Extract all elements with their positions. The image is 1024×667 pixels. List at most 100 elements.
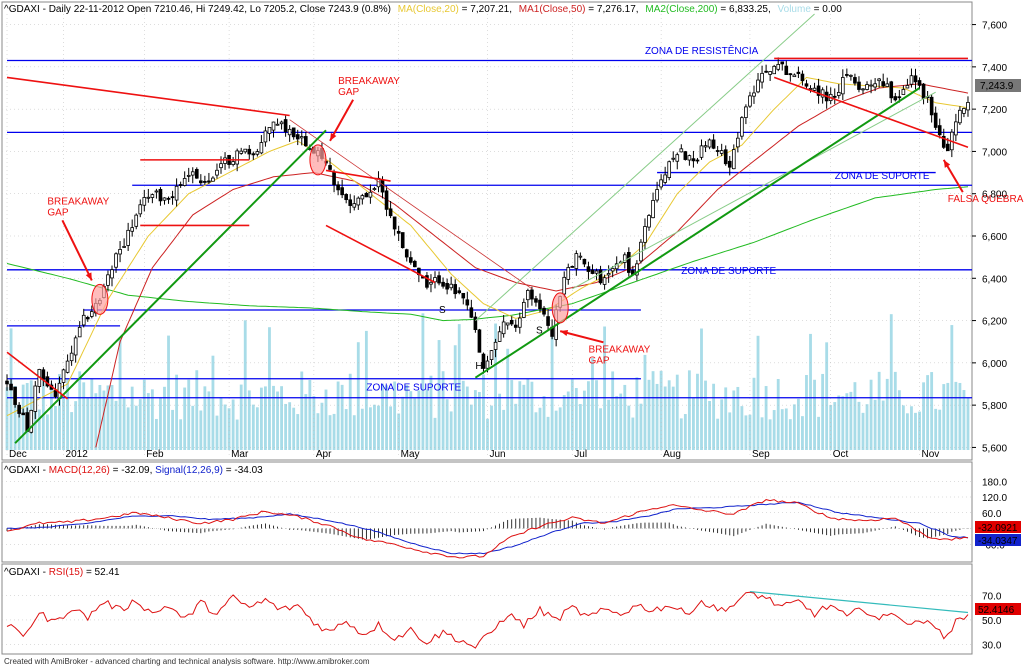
x-tick-label: 2012 xyxy=(66,449,89,460)
volume-bar xyxy=(631,417,635,450)
downtrend-line xyxy=(773,76,969,148)
candle-body xyxy=(279,121,284,125)
candle-body xyxy=(247,148,252,155)
volume-bar xyxy=(413,398,417,450)
candle-body xyxy=(9,383,13,391)
y-tick-label: 6,800 xyxy=(982,190,1007,201)
volume-bar xyxy=(885,378,889,450)
volume-bar xyxy=(663,386,667,450)
candle-body xyxy=(501,321,506,335)
candle-body xyxy=(691,158,696,162)
footer-credit: Created with AmiBroker - advanced charti… xyxy=(4,657,370,666)
candle-body xyxy=(271,121,276,131)
candle-body xyxy=(622,254,627,263)
volume-bar xyxy=(300,371,304,450)
volume-bar xyxy=(510,380,514,450)
volume-bar xyxy=(457,324,461,450)
breakaway-label-line2: GAP xyxy=(588,355,609,366)
volume-bar xyxy=(776,378,780,450)
candle-body xyxy=(711,139,716,149)
price-header-prefix: ^GDAXI - Daily 22-11-2012 Open 7210.46, … xyxy=(4,4,391,15)
volume-bar xyxy=(522,384,526,450)
candle-body xyxy=(190,171,195,176)
candle-body xyxy=(598,269,603,284)
rsi-panel[interactable] xyxy=(1,563,973,655)
candle-body xyxy=(861,88,865,91)
gap-ellipse xyxy=(91,283,109,315)
candle-body xyxy=(808,88,813,90)
candle-body xyxy=(328,165,332,170)
last-signal-label: -34.0347 xyxy=(978,536,1018,547)
volume-bar xyxy=(33,391,37,450)
price-grid xyxy=(2,14,972,458)
volume-value: = 0.00 xyxy=(814,4,843,15)
volume-bar xyxy=(171,409,174,450)
volume-bar xyxy=(324,389,328,450)
breakaway-label: BREAKAWAY xyxy=(47,196,109,207)
candle-body xyxy=(526,290,530,301)
candle-body xyxy=(368,191,373,198)
volume-bar xyxy=(473,390,477,450)
candle-body xyxy=(841,77,845,95)
last-rsi-label: 52.4146 xyxy=(978,605,1015,616)
candle-body xyxy=(849,74,853,77)
volume-bar xyxy=(720,399,724,450)
volume-bar xyxy=(728,412,732,450)
y-tick-label: 5,800 xyxy=(982,401,1007,412)
rsi-tick-label: 30.0 xyxy=(982,641,1002,652)
trend-lines xyxy=(6,13,969,444)
volume-bar xyxy=(582,390,586,450)
downtrend-line xyxy=(6,76,290,117)
volume-bar xyxy=(98,384,102,450)
candle-body xyxy=(695,159,700,162)
volume-bar xyxy=(611,371,615,450)
candle-body xyxy=(929,96,934,116)
rsi-header: ^GDAXI - RSI(15) = 52.41 xyxy=(4,567,120,578)
price-panel[interactable] xyxy=(1,1,973,461)
x-tick-label: Apr xyxy=(316,449,332,460)
candle-body xyxy=(901,89,906,95)
candle-body xyxy=(340,187,344,196)
candle-body xyxy=(223,157,227,164)
volume-bar xyxy=(154,418,158,450)
candle-body xyxy=(820,89,825,98)
candle-body xyxy=(263,130,268,143)
candle-body xyxy=(73,337,78,356)
volume-bar xyxy=(397,413,401,450)
volume-bar xyxy=(562,395,566,450)
volume-bar xyxy=(219,397,223,450)
volume-bar xyxy=(801,416,804,450)
volume-bar xyxy=(708,401,711,450)
volume-bar xyxy=(760,417,764,450)
volume-bar xyxy=(292,407,296,450)
x-tick-label: Feb xyxy=(146,449,164,460)
candle-body xyxy=(219,163,223,169)
ma200-value: = 6,833.25, xyxy=(720,4,770,15)
volume-bar xyxy=(599,408,602,450)
x-tick-label: Oct xyxy=(833,449,849,460)
macd-tick-label: 120.0 xyxy=(982,493,1007,504)
macd-panel[interactable] xyxy=(1,461,973,563)
candle-body xyxy=(707,139,712,148)
volume-bar xyxy=(385,385,388,450)
downtrend-line xyxy=(6,351,69,400)
volume-bar xyxy=(352,415,356,450)
candle-body xyxy=(772,65,776,75)
candle-body xyxy=(461,292,466,299)
candle-body xyxy=(816,85,821,96)
candle-body xyxy=(126,229,130,246)
volume-bar xyxy=(389,406,393,450)
volume-bar xyxy=(647,379,651,450)
volume-bar xyxy=(542,396,546,450)
candle-body xyxy=(562,276,567,295)
ma50-label: MA1(Close,50) xyxy=(519,4,586,15)
candle-body xyxy=(606,273,611,276)
candle-body xyxy=(215,169,219,176)
volume-bar xyxy=(203,386,207,450)
candle-body xyxy=(166,197,171,200)
candle-body xyxy=(538,299,542,310)
volume-bar xyxy=(740,406,744,450)
downtrend-line xyxy=(325,169,391,182)
volume-bar xyxy=(946,382,950,450)
candle-body xyxy=(372,188,377,191)
